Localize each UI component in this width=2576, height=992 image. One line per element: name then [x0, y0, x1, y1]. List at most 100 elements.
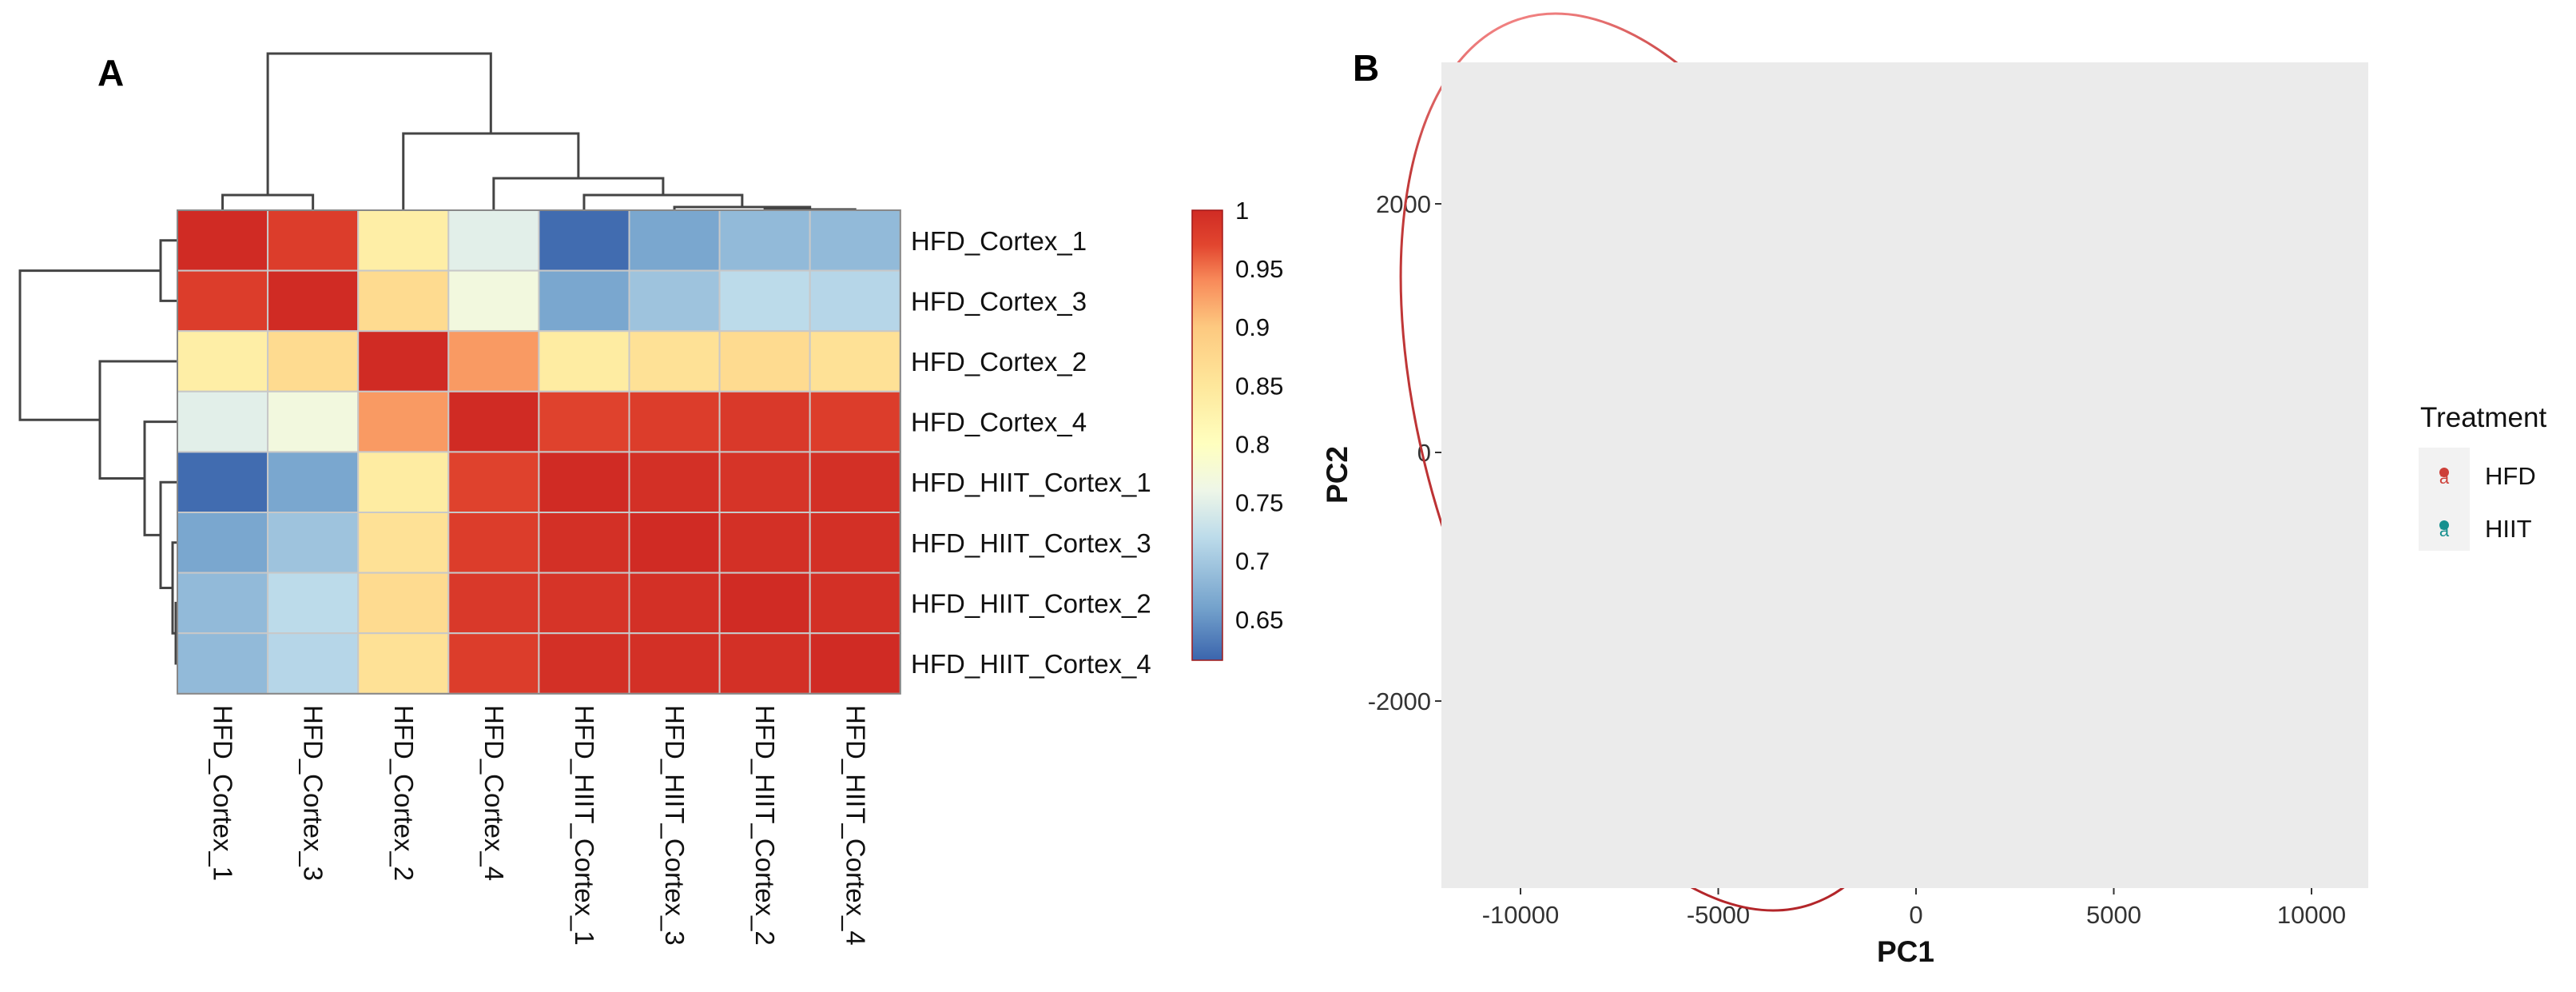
heatmap-border — [177, 209, 901, 695]
heatmap-cell — [357, 330, 450, 392]
colorbar-tick-label: 0.65 — [1235, 606, 1283, 634]
heatmap-cell — [357, 269, 450, 333]
heatmap-cell — [628, 572, 721, 635]
legend-key-point — [2439, 468, 2449, 477]
dendrogram-branch — [266, 52, 492, 195]
heatmap-cell — [447, 572, 540, 635]
column-labels: HFD_Cortex_1 HFD_Cortex_3 HFD_Cortex_2 HFD_… — [209, 705, 871, 946]
x-tick-label: -10000 — [1482, 901, 1560, 929]
colorbar-tick-label: 1 — [1235, 197, 1249, 225]
column-label: HFD_Cortex_3 — [299, 705, 328, 881]
x-tick-label: 0 — [1909, 901, 1922, 929]
heatmap-cell — [267, 209, 360, 272]
row-labels: HFD_Cortex_1 HFD_Cortex_3 HFD_Cortex_2 HFD_… — [911, 226, 1151, 679]
heatmap-cell — [538, 451, 630, 514]
heatmap-cell — [177, 390, 269, 453]
heatmap-cell — [357, 451, 450, 514]
heatmap-cell — [538, 632, 630, 695]
heatmap-cell — [809, 451, 901, 514]
heatmap-cell — [447, 269, 540, 333]
heatmap-cell — [177, 330, 269, 392]
heatmap-cell — [447, 632, 540, 695]
heatmap-cell — [538, 330, 630, 392]
heatmap-cell — [628, 632, 721, 695]
heatmap-cell — [177, 209, 269, 272]
heatmap-cell — [177, 632, 269, 695]
heatmap-cell — [718, 572, 811, 635]
row-label: HFD_Cortex_3 — [911, 286, 1087, 316]
heatmap-cell — [177, 512, 269, 574]
colorbar-tick-label: 0.8 — [1235, 430, 1270, 458]
column-label: HFD_Cortex_4 — [479, 705, 509, 881]
heatmap-cell — [538, 209, 630, 272]
heatmap-cell — [447, 512, 540, 574]
row-dendrogram — [18, 239, 177, 665]
dendrogram-branch — [18, 269, 161, 421]
heatmap-cell — [718, 269, 811, 333]
colorbar-tick-label: 0.9 — [1235, 313, 1270, 341]
column-label: HFD_HIIT_Cortex_1 — [570, 705, 599, 946]
legend-label-hfd: HFD — [2485, 462, 2536, 490]
dendrogram-branch — [159, 480, 177, 589]
heatmap-cells — [177, 209, 901, 695]
heatmap-cell — [538, 390, 630, 453]
heatmap-cell — [357, 572, 450, 635]
y-axis-title: PC2 — [1321, 446, 1354, 504]
heatmap-cell — [718, 209, 811, 272]
panel-label-b: B — [1353, 47, 1379, 89]
colorbar-tick-label: 0.7 — [1235, 548, 1270, 576]
heatmap-cell — [809, 512, 901, 574]
heatmap-cell — [809, 390, 901, 453]
dendrogram-branch — [98, 360, 177, 480]
heatmap-cell — [628, 269, 721, 333]
panel-label-a: A — [97, 52, 124, 94]
heatmap-cell — [177, 572, 269, 635]
heatmap-cell — [718, 632, 811, 695]
y-tick-label: -2000 — [1368, 687, 1431, 715]
colorbar-gradient — [1191, 209, 1223, 661]
heatmap-cell — [538, 512, 630, 574]
heatmap-cell — [447, 390, 540, 453]
dendrogram-branch — [402, 132, 580, 210]
heatmap-cell — [809, 330, 901, 392]
legend-key-background — [2419, 448, 2470, 551]
heatmap-cell — [267, 390, 360, 453]
heatmap-cell — [267, 512, 360, 574]
row-label: HFD_Cortex_4 — [911, 408, 1087, 437]
column-label: HFD_Cortex_1 — [209, 705, 238, 881]
heatmap-cell — [357, 632, 450, 695]
legend-key-glyph: a — [2439, 468, 2450, 488]
heatmap-cell — [628, 209, 721, 272]
row-label: HFD_Cortex_2 — [911, 347, 1087, 376]
x-tick-label: -5000 — [1687, 901, 1750, 929]
heatmap-cell — [267, 330, 360, 392]
heatmap-cell — [628, 512, 721, 574]
heatmap-cell — [809, 269, 901, 333]
legend-key-point — [2439, 520, 2449, 530]
x-tick-label: 5000 — [2086, 901, 2141, 929]
heatmap-cell — [809, 632, 901, 695]
heatmap-cell — [267, 572, 360, 635]
heatmap-cell — [718, 330, 811, 392]
heatmap-cell — [718, 451, 811, 514]
row-label: HFD_HIIT_Cortex_4 — [911, 649, 1151, 679]
row-label: HFD_HIIT_Cortex_3 — [911, 528, 1151, 558]
x-tick-label: 10000 — [2277, 901, 2346, 929]
heatmap-cell — [267, 632, 360, 695]
heatmap-cell — [267, 269, 360, 333]
column-label: HFD_HIIT_Cortex_3 — [660, 705, 690, 946]
column-label: HFD_HIIT_Cortex_2 — [750, 705, 780, 946]
heatmap-cell — [447, 330, 540, 392]
column-label: HFD_Cortex_2 — [389, 705, 419, 881]
dendrogram-branch — [159, 239, 177, 302]
heatmap-cell — [447, 209, 540, 272]
heatmap-cell — [809, 572, 901, 635]
legend-key-glyph: a — [2439, 520, 2450, 540]
legend-label-hiit: HIIT — [2485, 515, 2532, 543]
heatmap-cell — [177, 269, 269, 333]
colorbar-tick-label: 0.85 — [1235, 372, 1283, 400]
heatmap-cell — [538, 269, 630, 333]
